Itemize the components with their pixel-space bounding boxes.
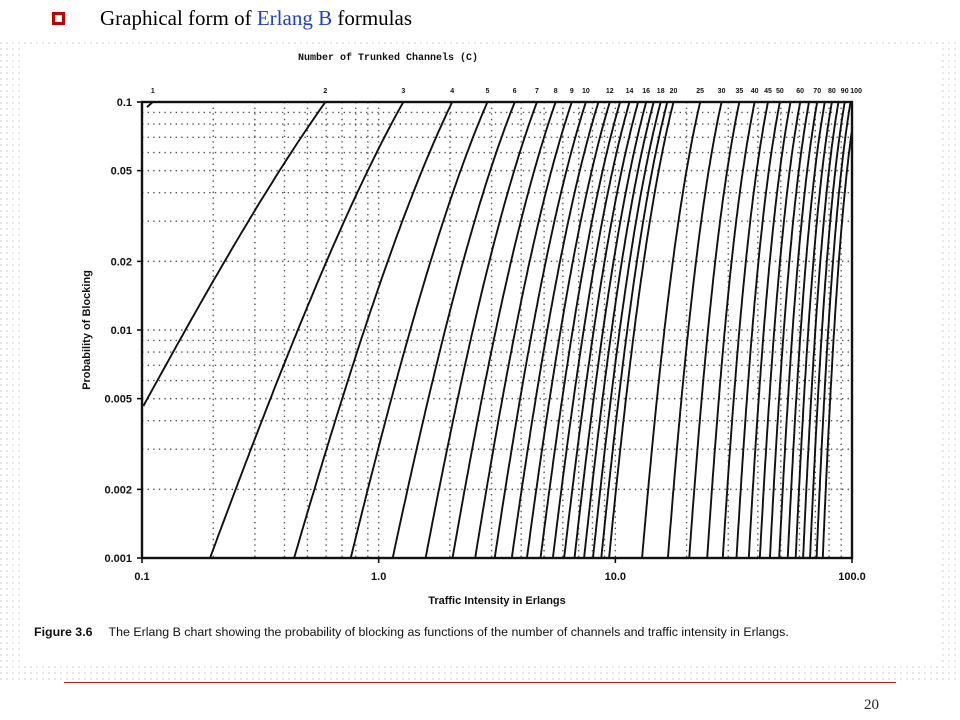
y-tick-label: 0.05	[111, 166, 132, 178]
erlang-b-chart: Number of Trunked Channels (C)1 2 3 4 5 6 7 8 9 1…	[81, 52, 866, 607]
channel-label-9: 9	[570, 88, 574, 95]
channel-label-30: 30	[718, 88, 726, 95]
curve-4-channels	[293, 101, 454, 559]
curve-90-channels	[809, 101, 846, 559]
curve-55-channels	[747, 101, 792, 559]
channel-label-7: 7	[535, 88, 539, 95]
channel-label-80: 80	[828, 88, 836, 95]
curve-95-channels	[815, 101, 852, 559]
curve-60-channels	[758, 101, 802, 559]
figure-caption-text: The Erlang B chart showing the probabili…	[108, 625, 789, 639]
curve-40-channels	[706, 101, 756, 559]
curve-100-channels	[821, 132, 853, 559]
channel-label-14: 14	[626, 88, 634, 95]
curve-30-channels	[666, 101, 723, 559]
channel-label-40: 40	[751, 88, 759, 95]
y-tick-label: 0.001	[104, 553, 132, 565]
y-tick-label: 0.01	[111, 325, 132, 337]
curve-10-channels	[493, 101, 587, 559]
y-tick-label: 0.02	[111, 256, 132, 268]
channel-label-5: 5	[485, 88, 489, 95]
y-tick-label: 0.005	[104, 394, 132, 406]
curve-14-channels	[551, 101, 631, 559]
y-tick-label: 0.002	[104, 484, 132, 496]
x-tick-label: 1.0	[371, 571, 386, 583]
curve-12-channels	[525, 101, 611, 559]
curve-15-channels	[563, 101, 640, 559]
curve-35-channels	[688, 101, 741, 559]
curve-16-channels	[573, 101, 648, 559]
curve-50-channels	[735, 101, 781, 559]
channel-label-8: 8	[554, 88, 558, 95]
channel-label-12: 12	[606, 88, 614, 95]
channel-label-16: 16	[642, 88, 650, 95]
figure-caption: Figure 3.6 The Erlang B chart showing the…	[34, 625, 934, 639]
channel-label-70: 70	[813, 88, 821, 95]
chart-title: Number of Trunked Channels (C)	[298, 52, 478, 64]
curve-20-channels	[608, 101, 675, 559]
channel-label-18: 18	[657, 88, 665, 95]
slide-title: Graphical form of Erlang B formulas	[100, 6, 412, 31]
curve-65-channels	[768, 101, 810, 559]
curve-5-channels	[349, 101, 489, 559]
curve-17-channels	[583, 101, 655, 559]
bullet-square-icon	[52, 12, 65, 25]
slide-title-prefix: Graphical form of	[100, 6, 257, 30]
curve-6-channels	[391, 101, 516, 559]
channel-label-10: 10	[582, 88, 590, 95]
channel-label-60: 60	[796, 88, 804, 95]
curve-9-channels	[474, 101, 573, 559]
channel-label-25: 25	[696, 88, 704, 95]
y-tick-label: 0.1	[117, 97, 132, 109]
x-tick-label: 100.0	[838, 571, 866, 583]
curve-3-channels	[209, 101, 405, 559]
curve-70-channels	[778, 101, 819, 559]
curve-75-channels	[786, 101, 826, 559]
x-axis-label: Traffic Intensity in Erlangs	[428, 595, 566, 607]
figure-caption-label: Figure 3.6	[34, 625, 93, 639]
curve-25-channels	[641, 101, 702, 559]
channel-label-4: 4	[450, 88, 454, 95]
channel-label-35: 35	[735, 88, 743, 95]
curve-2-channels	[142, 101, 327, 407]
curve-19-channels	[600, 101, 669, 559]
channel-label-1: 1	[151, 88, 155, 95]
slide-title-highlight: Erlang B	[256, 6, 333, 30]
footer-rule	[64, 682, 896, 683]
channel-label-45: 45	[764, 88, 772, 95]
page-number: 20	[864, 697, 879, 713]
curve-45-channels	[721, 101, 769, 559]
curve-13-channels	[539, 101, 622, 559]
channel-label-2: 2	[323, 88, 327, 95]
curve-8-channels	[451, 101, 557, 559]
channel-label-20: 20	[670, 88, 678, 95]
x-tick-label: 0.1	[134, 571, 149, 583]
y-axis-label: Probability of Blocking	[81, 270, 93, 390]
curve-85-channels	[802, 101, 840, 559]
slide-title-suffix: formulas	[332, 6, 412, 30]
channel-label-100: 100	[850, 88, 862, 95]
curve-11-channels	[510, 101, 600, 559]
x-tick-label: 10.0	[605, 571, 626, 583]
curve-18-channels	[592, 101, 662, 559]
curve-7-channels	[424, 101, 538, 559]
channel-label-6: 6	[513, 88, 517, 95]
channel-label-50: 50	[776, 88, 784, 95]
channel-label-3: 3	[401, 88, 405, 95]
curve-80-channels	[794, 101, 833, 559]
channel-label-90: 90	[841, 88, 849, 95]
figure-panel: Number of Trunked Channels (C) 1 2 3 4 5 6 7 8 9 1…	[20, 44, 940, 664]
